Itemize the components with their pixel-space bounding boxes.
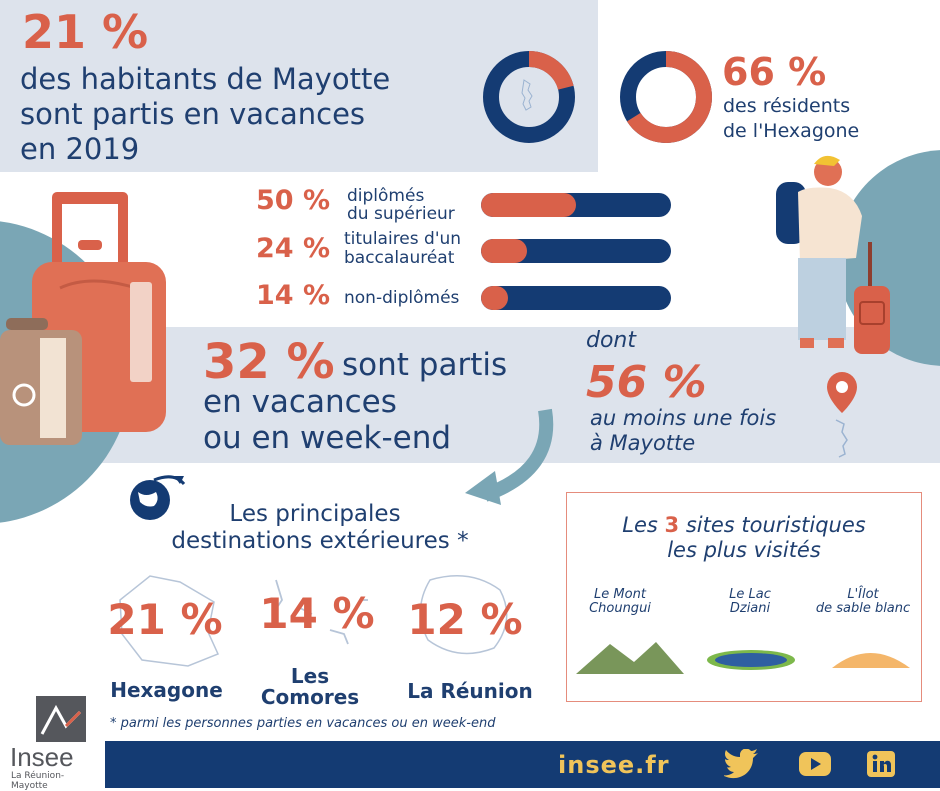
insee-logo-subtitle: La Réunion-Mayotte bbox=[11, 771, 65, 791]
diploma-bar-2 bbox=[481, 239, 671, 263]
footer-site-link[interactable]: insee.fr bbox=[558, 751, 670, 779]
diploma-bar-3 bbox=[481, 286, 671, 310]
diploma-pct-2: 24 % bbox=[256, 233, 331, 264]
traveler-illustration bbox=[776, 155, 890, 354]
diploma-bar-fill-2 bbox=[481, 239, 527, 263]
diploma-label-2a: titulaires d'un bbox=[344, 229, 462, 249]
hexagone-donut bbox=[620, 51, 712, 143]
sites-title-post: sites touristiques bbox=[679, 513, 866, 537]
diploma-bar-fill-1 bbox=[481, 193, 576, 217]
dont-label: dont bbox=[586, 328, 636, 353]
diploma-label-1b: du supérieur bbox=[347, 204, 455, 224]
destinations-title2: destinations extérieures * bbox=[171, 528, 469, 554]
mayotte-donut bbox=[483, 51, 575, 143]
curved-arrow bbox=[465, 408, 554, 505]
destination-outlines bbox=[119, 575, 508, 667]
vacation-text1: sont partis bbox=[342, 347, 508, 383]
dont-text2: à Mayotte bbox=[590, 431, 696, 455]
site-label-1b: Choungui bbox=[589, 601, 651, 616]
vacation-text3: ou en week-end bbox=[203, 420, 452, 456]
mountain-icon bbox=[576, 642, 684, 674]
vacation-percent: 32 % bbox=[203, 334, 335, 390]
sites-title: Les 3 sites touristiques bbox=[566, 513, 922, 538]
diploma-label-3a: non-diplômés bbox=[344, 288, 460, 308]
site-label-3a: L'Îlot bbox=[847, 587, 879, 602]
diploma-bar-fill-3 bbox=[481, 286, 508, 310]
globe-plane-icon bbox=[130, 475, 186, 520]
sites-title-number: 3 bbox=[664, 513, 680, 537]
site-label-2b: Dziani bbox=[729, 601, 771, 616]
dont-text1: au moins une fois bbox=[590, 406, 777, 430]
insee-logo: Insee La Réunion-Mayotte bbox=[10, 696, 100, 791]
diploma-label-2b: baccalauréat bbox=[344, 248, 455, 268]
sites-box bbox=[566, 492, 922, 702]
site-label-3b: de sable blanc bbox=[815, 601, 911, 616]
vacation-text2: en vacances bbox=[203, 384, 397, 420]
diploma-pct-1: 50 % bbox=[256, 185, 331, 216]
suitcase-illustration bbox=[0, 192, 166, 445]
dest-name-reunion: La Réunion bbox=[407, 679, 533, 703]
insee-logo-mark bbox=[36, 696, 86, 742]
diploma-bar-1 bbox=[481, 193, 671, 217]
youtube-icon[interactable] bbox=[798, 750, 832, 778]
mayotte-line3: en 2019 bbox=[20, 132, 140, 166]
insee-logo-name: Insee bbox=[10, 742, 74, 772]
linkedin-icon[interactable] bbox=[866, 750, 896, 778]
site-label-1a: Le Mont bbox=[594, 587, 646, 602]
hexagone-percent: 66 % bbox=[722, 50, 827, 94]
dest-name-hexagone: Hexagone bbox=[110, 678, 223, 702]
dest-name-comores-2: Comores bbox=[260, 685, 360, 709]
dest-pct-reunion: 12 % bbox=[407, 595, 523, 644]
sandbar-icon bbox=[832, 653, 910, 668]
destinations-title1: Les principales bbox=[229, 501, 401, 527]
diploma-label-1a: diplômés bbox=[347, 186, 425, 206]
dest-name-comores-1: Les bbox=[290, 664, 330, 688]
sites-title2: les plus visités bbox=[667, 538, 821, 562]
site-label-2a: Le Lac bbox=[729, 587, 771, 602]
dest-pct-hexagone: 21 % bbox=[107, 595, 223, 644]
map-pin-icon bbox=[827, 372, 857, 458]
diploma-pct-3: 14 % bbox=[256, 280, 331, 311]
mayotte-percent: 21 % bbox=[22, 5, 149, 59]
mayotte-line1: des habitants de Mayotte bbox=[20, 62, 391, 96]
lake-icon bbox=[707, 650, 795, 670]
twitter-icon[interactable] bbox=[724, 749, 760, 779]
sites-title-pre: Les bbox=[622, 513, 665, 537]
mayotte-line2: sont partis en vacances bbox=[20, 97, 366, 131]
hexagone-line2: de l'Hexagone bbox=[723, 120, 860, 142]
dest-pct-comores: 14 % bbox=[259, 589, 375, 638]
dont-percent: 56 % bbox=[586, 357, 707, 408]
footnote: * parmi les personnes parties en vacance… bbox=[110, 716, 496, 731]
hexagone-line1: des résidents bbox=[723, 95, 851, 117]
